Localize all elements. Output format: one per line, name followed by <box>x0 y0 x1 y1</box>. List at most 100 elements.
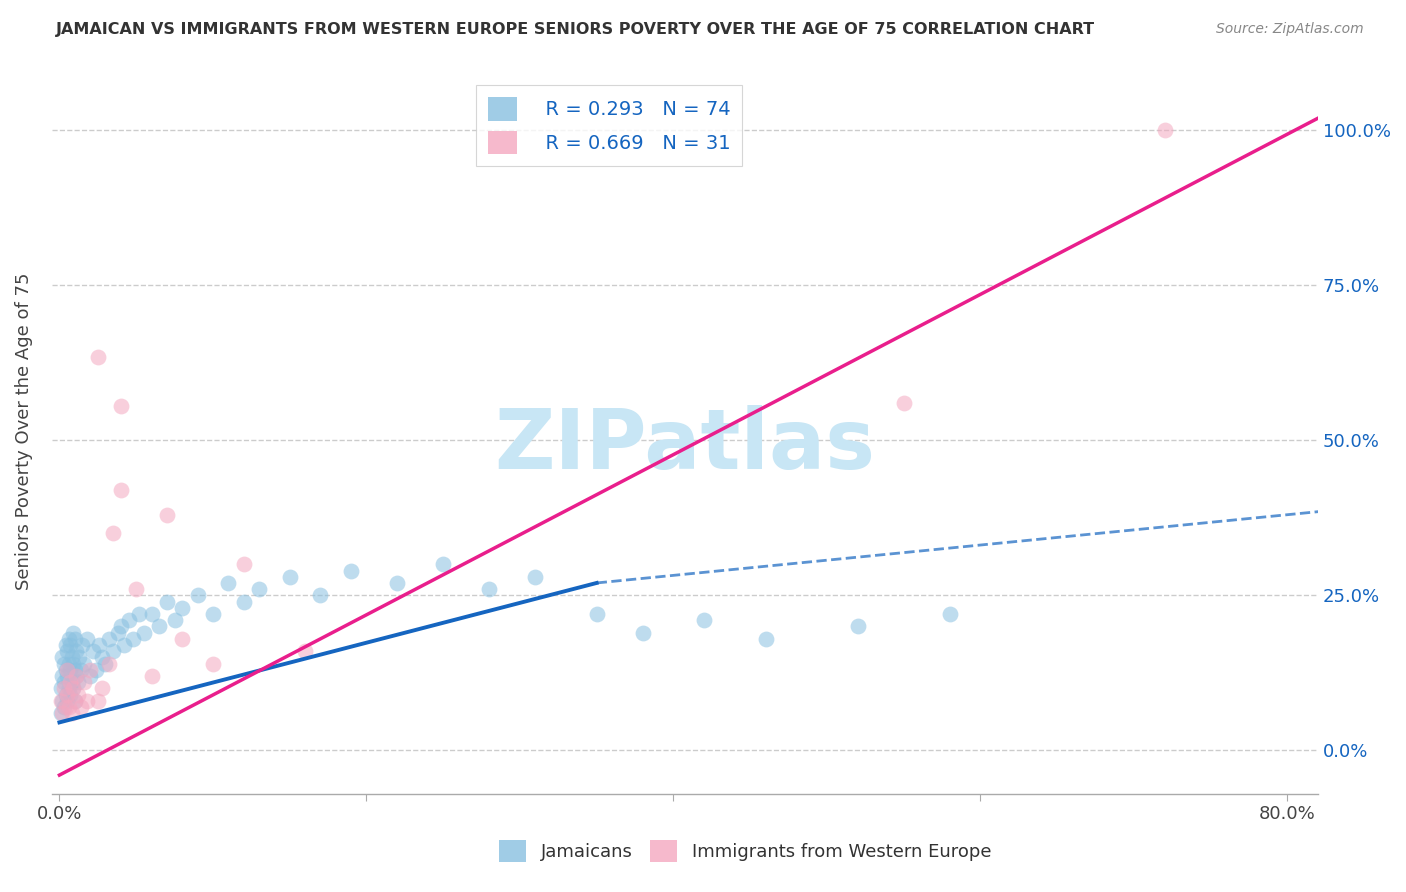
Point <box>73 675 96 690</box>
Point <box>51 706 73 720</box>
Point <box>172 632 194 646</box>
Text: JAMAICAN VS IMMIGRANTS FROM WESTERN EUROPE SENIORS POVERTY OVER THE AGE OF 75 CO: JAMAICAN VS IMMIGRANTS FROM WESTERN EURO… <box>56 22 1095 37</box>
Legend: Jamaicans, Immigrants from Western Europe: Jamaicans, Immigrants from Western Europ… <box>492 833 998 870</box>
Point <box>294 644 316 658</box>
Point <box>247 582 270 596</box>
Point <box>893 396 915 410</box>
Point <box>65 669 87 683</box>
Point <box>65 644 87 658</box>
Point <box>53 675 76 690</box>
Point <box>67 650 90 665</box>
Text: Source: ZipAtlas.com: Source: ZipAtlas.com <box>1216 22 1364 37</box>
Point <box>122 632 145 646</box>
Point <box>524 570 547 584</box>
Point <box>132 625 155 640</box>
Point <box>49 681 72 696</box>
Point <box>58 699 80 714</box>
Point <box>51 694 73 708</box>
Point <box>754 632 776 646</box>
Point <box>53 699 76 714</box>
Point <box>1153 123 1175 137</box>
Point <box>56 663 79 677</box>
Point <box>63 632 86 646</box>
Point <box>156 594 179 608</box>
Point <box>187 588 209 602</box>
Point <box>278 570 301 584</box>
Y-axis label: Seniors Poverty Over the Age of 75: Seniors Poverty Over the Age of 75 <box>15 272 32 590</box>
Point <box>91 650 114 665</box>
Point <box>65 669 87 683</box>
Point <box>91 681 114 696</box>
Point <box>141 669 163 683</box>
Point <box>73 657 96 671</box>
Legend:   R = 0.293   N = 74,   R = 0.669   N = 31: R = 0.293 N = 74, R = 0.669 N = 31 <box>477 86 742 166</box>
Point <box>101 644 124 658</box>
Point <box>56 694 79 708</box>
Point <box>60 650 83 665</box>
Point <box>62 625 84 640</box>
Point <box>62 657 84 671</box>
Point <box>163 613 186 627</box>
Point <box>82 644 104 658</box>
Point <box>59 675 82 690</box>
Point <box>60 675 83 690</box>
Point <box>62 681 84 696</box>
Point <box>49 706 72 720</box>
Point <box>63 694 86 708</box>
Point <box>76 632 98 646</box>
Point <box>148 619 170 633</box>
Point <box>585 607 607 621</box>
Point <box>217 576 239 591</box>
Point <box>201 657 224 671</box>
Point <box>70 699 93 714</box>
Point <box>97 657 120 671</box>
Point <box>79 669 101 683</box>
Point <box>693 613 716 627</box>
Point <box>478 582 501 596</box>
Point <box>156 508 179 522</box>
Point <box>89 638 111 652</box>
Point <box>51 650 73 665</box>
Point <box>63 694 86 708</box>
Point <box>309 588 332 602</box>
Point <box>55 688 77 702</box>
Point <box>60 706 83 720</box>
Point <box>232 594 254 608</box>
Point <box>51 669 73 683</box>
Point <box>58 681 80 696</box>
Point <box>846 619 869 633</box>
Point <box>107 625 129 640</box>
Point <box>66 688 89 702</box>
Point <box>58 632 80 646</box>
Point <box>72 638 94 652</box>
Point <box>432 558 454 572</box>
Point <box>385 576 408 591</box>
Point <box>53 657 76 671</box>
Point <box>201 607 224 621</box>
Point <box>117 613 139 627</box>
Point <box>97 632 120 646</box>
Point <box>66 675 89 690</box>
Point <box>110 619 132 633</box>
Point <box>110 483 132 497</box>
Point <box>63 663 86 677</box>
Point <box>87 350 110 364</box>
Point <box>84 663 107 677</box>
Point <box>59 638 82 652</box>
Point <box>70 663 93 677</box>
Point <box>59 688 82 702</box>
Point <box>55 663 77 677</box>
Point <box>112 638 135 652</box>
Point <box>110 399 132 413</box>
Point <box>53 681 76 696</box>
Point <box>631 625 654 640</box>
Point <box>172 600 194 615</box>
Point <box>125 582 148 596</box>
Point <box>58 657 80 671</box>
Point <box>232 558 254 572</box>
Point <box>87 694 110 708</box>
Point <box>55 699 77 714</box>
Point <box>49 694 72 708</box>
Point <box>56 669 79 683</box>
Point <box>56 644 79 658</box>
